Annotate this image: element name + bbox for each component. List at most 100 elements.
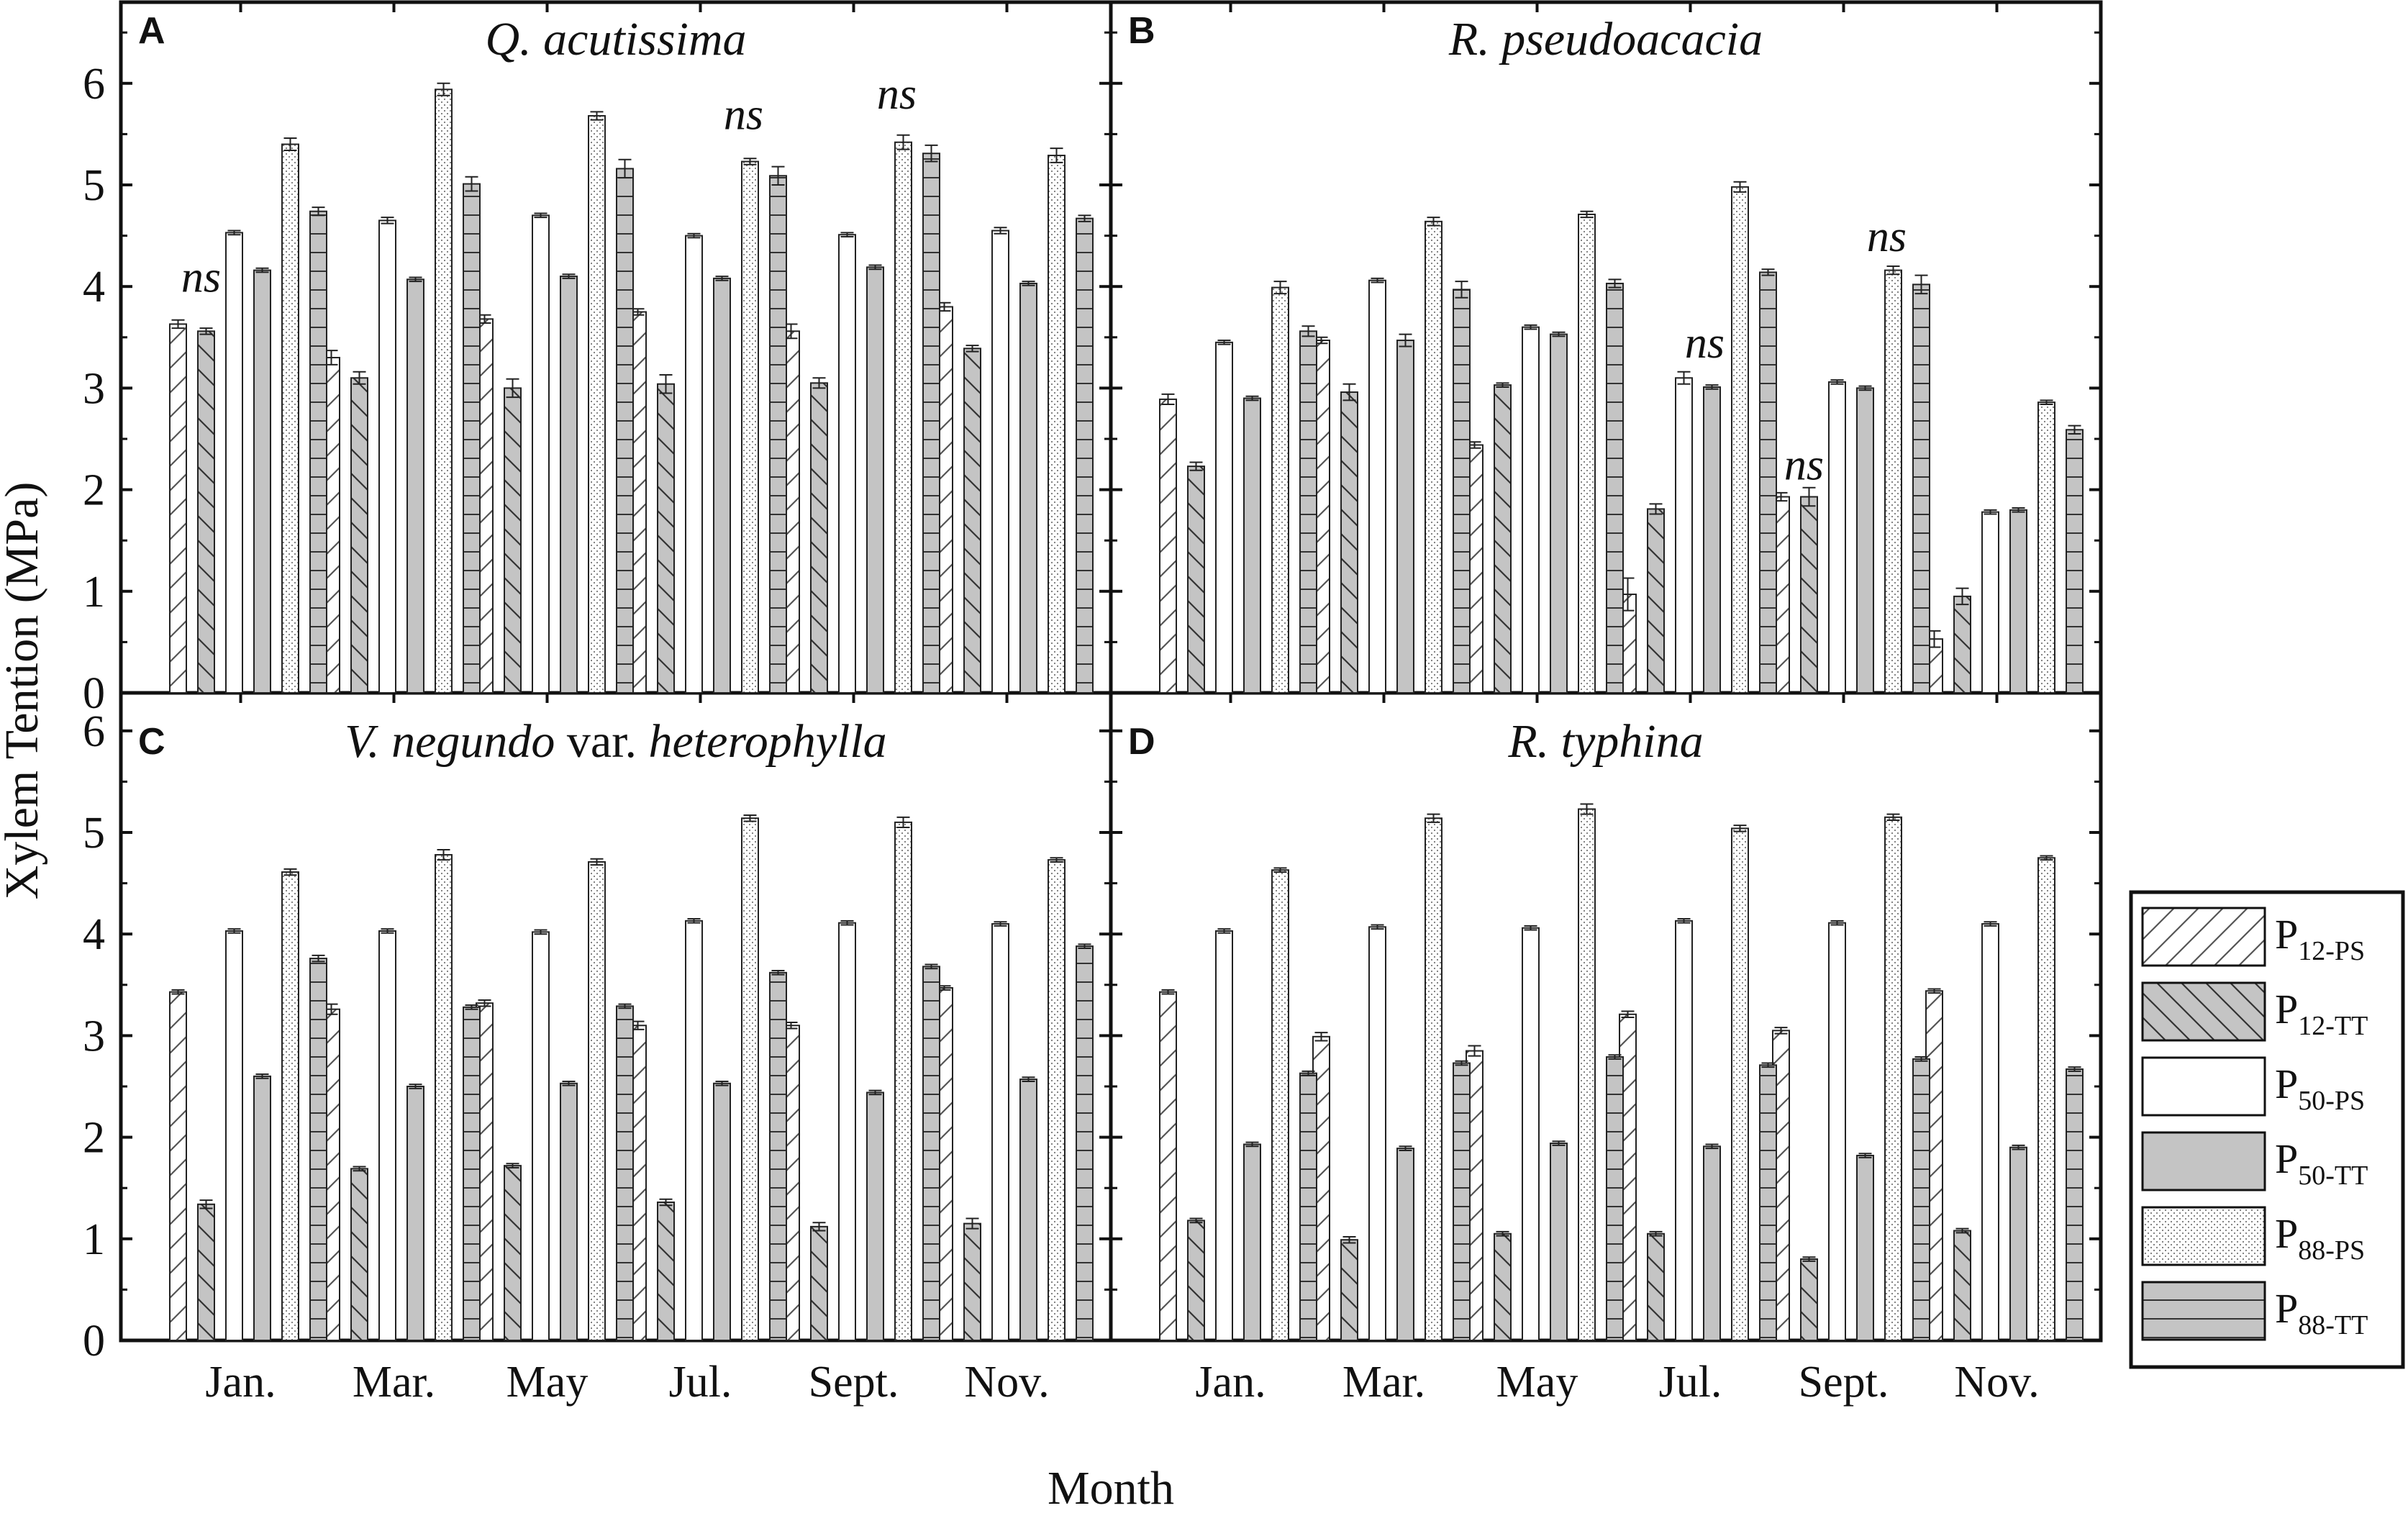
bar-p88-tt: [1299, 330, 1317, 694]
ns-annotation: ns: [1784, 440, 1824, 489]
error-bar: [1580, 803, 1594, 815]
bar-p12-tt: [963, 348, 981, 694]
bar-p88-ps: [1578, 808, 1596, 1342]
bar-p12-ps: [169, 991, 187, 1341]
x-axis-title: Month: [1048, 1462, 1174, 1515]
panel-d: D R. typhina Jan. Mar. May Jul. Sept. Nov.: [1111, 693, 2101, 1407]
panel-letter: D: [1128, 721, 1155, 763]
error-bar: [994, 921, 1007, 927]
error-bar: [1955, 587, 1969, 606]
legend-swatch: [2141, 907, 2266, 967]
bar-p88-tt: [1912, 1058, 1930, 1341]
error-bar: [283, 868, 297, 876]
error-bar: [1078, 214, 1091, 222]
error-bar: [618, 158, 632, 179]
bar-p12-tt: [1494, 384, 1512, 694]
charts-layer: A Q. acutissima 0 1 2 3 4 5 6 ns ns ns B R. pseudoaca…: [83, 2, 2101, 1407]
legend-swatch: [2141, 981, 2266, 1042]
error-bar: [1050, 147, 1063, 163]
error-bar: [966, 345, 979, 353]
bar-p12-tt: [1953, 595, 1971, 694]
y-tick-label: 5: [83, 161, 105, 210]
error-bar: [312, 954, 325, 963]
bar-p50-tt: [713, 277, 731, 694]
x-tick-label: Nov.: [964, 1358, 1049, 1407]
error-bar: [1524, 925, 1537, 931]
error-bar: [743, 814, 757, 822]
error-bar: [1733, 825, 1747, 832]
error-bar: [2012, 507, 2025, 513]
error-bar: [1802, 486, 1816, 507]
bar-p88-ps: [435, 854, 453, 1341]
y-tick-label: 2: [83, 1114, 105, 1163]
bar-p50-tt: [1856, 387, 1874, 694]
error-bar: [2068, 424, 2081, 435]
panel-title: R. typhina: [1507, 715, 1703, 768]
error-bar: [896, 134, 910, 150]
bar-p50-tt: [406, 1086, 424, 1341]
error-bar: [1705, 384, 1719, 390]
bar-p88-ps: [435, 88, 453, 694]
bar-p88-ps: [894, 821, 912, 1341]
panel-title: V. negundo var. heterophylla: [345, 715, 886, 768]
bar-p50-tt: [253, 1075, 271, 1341]
bar-p50-ps: [1828, 381, 1846, 694]
error-bar: [1217, 340, 1231, 345]
panel-c: C V. negundo var. heterophylla 0 1 2 3 4 5 6 Jan.…: [83, 693, 1111, 1407]
panel-letter: C: [138, 721, 165, 763]
bar-p50-tt: [1243, 397, 1261, 694]
error-bar: [1621, 1010, 1635, 1018]
error-bar: [283, 137, 297, 151]
bar-p50-tt: [2009, 1146, 2027, 1341]
bar-p50-ps: [838, 922, 856, 1341]
bar-p88-ps: [1271, 286, 1289, 694]
bar-p88-tt: [309, 958, 327, 1341]
error-bar: [924, 144, 938, 163]
bar-p12-tt: [1340, 1239, 1358, 1342]
bar-p88-tt: [616, 1005, 634, 1342]
bar-p88-ps: [1578, 213, 1596, 694]
y-tick-label: 3: [83, 364, 105, 413]
bar-p50-tt: [1396, 1148, 1414, 1341]
error-bar: [1858, 1153, 1872, 1158]
legend-entry: P50-PS: [2141, 1056, 2365, 1117]
error-bar: [1761, 268, 1775, 276]
error-bar: [1371, 924, 1384, 930]
bar-p50-ps: [685, 920, 703, 1341]
bar-p50-tt: [253, 269, 271, 694]
y-axis-title: Xylem Tention (MPa): [0, 482, 48, 900]
bar-p50-tt: [1550, 1143, 1568, 1342]
error-bar: [1022, 1076, 1035, 1082]
bar-p50-ps: [1522, 927, 1540, 1341]
bar-p50-ps: [378, 219, 396, 694]
ns-annotation: ns: [1685, 319, 1725, 368]
error-bar: [465, 176, 478, 192]
legend-swatch: [2141, 1281, 2266, 1341]
error-bar: [1927, 988, 1941, 994]
error-bar: [1078, 943, 1091, 949]
bar-p88-tt: [1076, 945, 1094, 1342]
bar-p12-tt: [504, 387, 522, 694]
y-tick-label: 5: [83, 809, 105, 858]
bar-p50-tt: [1703, 386, 1721, 694]
error-bar: [868, 1089, 882, 1096]
panel-letter: B: [1128, 10, 1155, 52]
error-bar: [868, 264, 882, 271]
error-bar: [437, 82, 450, 96]
error-bar: [1342, 383, 1356, 401]
bar-p50-tt: [2009, 509, 2027, 694]
bar-p88-tt: [1912, 283, 1930, 694]
error-bar: [381, 217, 394, 224]
legend-entry: P88-TT: [2141, 1281, 2368, 1341]
bar-p88-tt: [1759, 271, 1777, 694]
error-bar: [1455, 281, 1468, 299]
bar-p88-ps: [741, 817, 759, 1342]
bar-p88-tt: [1453, 1062, 1471, 1342]
error-bar: [2012, 1144, 2025, 1150]
bar-p50-ps: [991, 923, 1009, 1341]
ns-annotation: ns: [724, 90, 763, 139]
error-bar: [840, 920, 854, 926]
error-bar: [312, 206, 325, 217]
y-tick-label: 1: [83, 568, 105, 617]
error-bar: [1245, 1141, 1259, 1148]
